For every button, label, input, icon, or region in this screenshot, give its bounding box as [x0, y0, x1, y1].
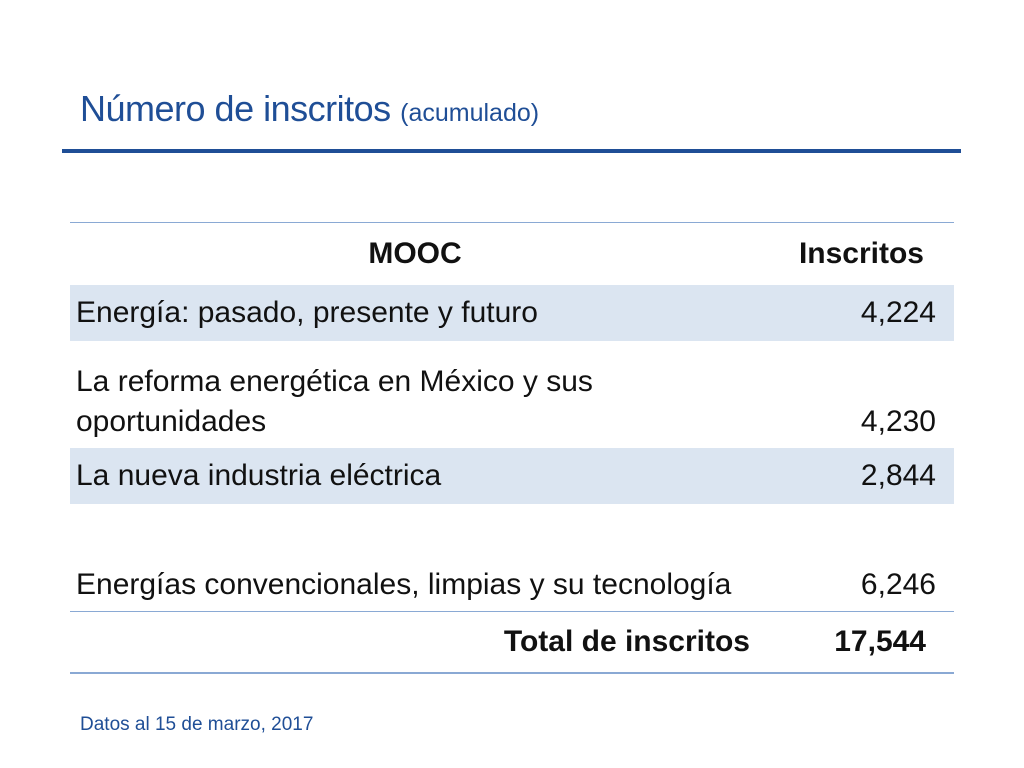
total-value: 17,544 — [834, 625, 926, 658]
mooc-name: La nueva industria eléctrica — [76, 459, 442, 492]
title-main: Número de inscritos — [80, 88, 391, 129]
mooc-inscritos: 4,230 — [860, 405, 936, 438]
total-label: Total de inscritos — [503, 625, 750, 658]
table-row: La reforma energética en México y sus op… — [70, 341, 954, 448]
table-total-row: Total de inscritos 17,544 — [70, 611, 954, 672]
slide-title: Número de inscritos (acumulado) — [80, 88, 539, 130]
mooc-inscritos: 2,844 — [860, 459, 936, 492]
table-header-row: MOOC Inscritos — [70, 223, 954, 285]
title-suffix: (acumulado) — [400, 99, 540, 127]
table-row: La nueva industria eléctrica 2,844 — [70, 448, 954, 504]
table-row: Energías convencionales, limpias y su te… — [70, 504, 954, 611]
title-underline — [62, 149, 961, 153]
mooc-inscritos: 6,246 — [860, 568, 936, 601]
mooc-inscritos: 4,224 — [860, 296, 936, 329]
table-row: Energía: pasado, presente y futuro 4,224 — [70, 285, 954, 341]
enrollment-table: MOOC Inscritos Energía: pasado, presente… — [70, 222, 954, 674]
mooc-name: Energías convencionales, limpias y su te… — [76, 568, 732, 601]
mooc-name: La reforma energética en México y sus op… — [76, 365, 593, 438]
header-inscritos: Inscritos — [798, 237, 924, 270]
header-mooc: MOOC — [368, 237, 462, 270]
mooc-name: Energía: pasado, presente y futuro — [76, 296, 538, 329]
footnote: Datos al 15 de marzo, 2017 — [80, 714, 314, 735]
